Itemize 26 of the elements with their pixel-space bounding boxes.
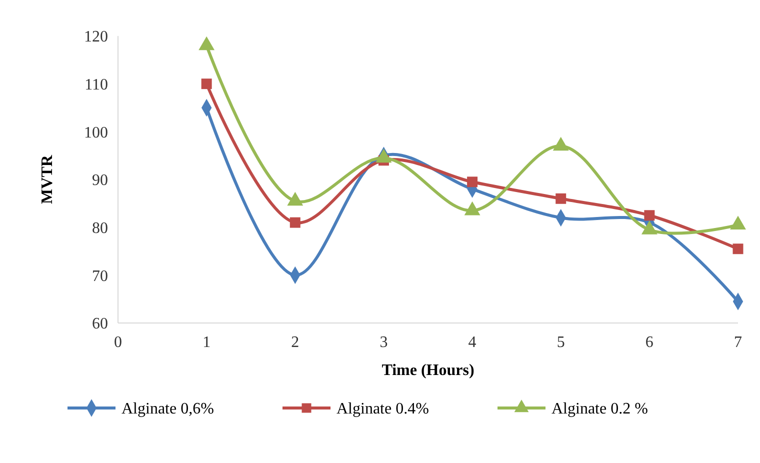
x-tick-label: 1 [202,334,211,351]
x-tick-label: 2 [291,334,300,351]
y-tick-label: 90 [92,172,108,190]
x-tick-label: 4 [468,334,476,351]
x-axis-title: Time (Hours) [382,362,474,379]
y-tick-label: 120 [84,28,108,46]
point [732,244,744,254]
y-tick-label: 80 [92,220,108,237]
legend-label: Alginate 0.4% [336,400,429,418]
legend-label: Alginate 0.2 % [552,400,648,418]
y-tick-label: 60 [92,316,108,333]
x-tick-label: 3 [380,334,388,351]
y-tick-label: 70 [92,268,108,285]
x-tick-label: 5 [556,334,565,351]
x-tick-label: 6 [645,334,654,351]
legend-label: Alginate 0,6% [122,400,214,418]
point [290,217,300,228]
point [201,78,212,90]
point [556,193,566,204]
x-tick-label: 7 [734,334,742,351]
y-axis-title: MVTR [39,154,56,204]
point [644,210,655,221]
point [467,176,478,188]
y-tick-label: 110 [84,76,108,94]
x-tick-label: 0 [114,334,122,351]
y-tick-label: 100 [84,124,108,142]
